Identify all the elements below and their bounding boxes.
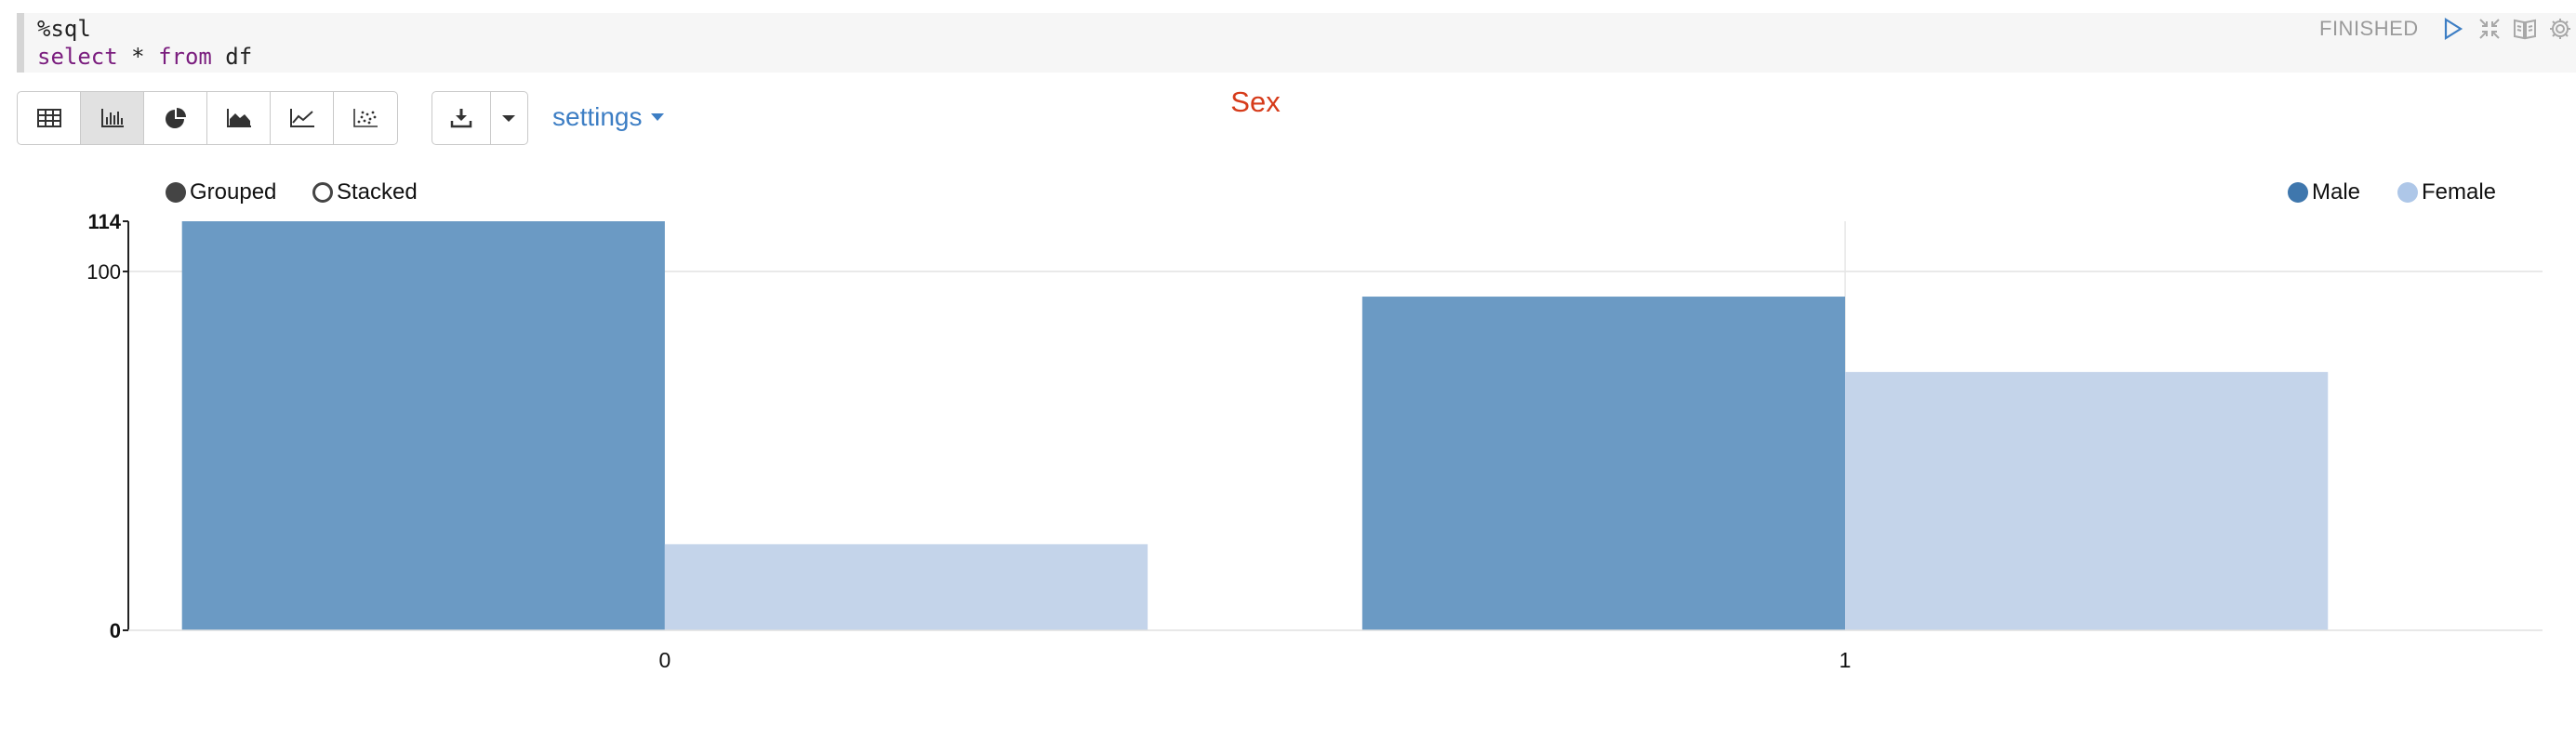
bar-male-0: [181, 221, 665, 630]
legend-swatch-female: [2397, 182, 2418, 203]
settings-label: settings: [552, 102, 643, 131]
download-icon[interactable]: [432, 92, 491, 144]
pie-chart-icon[interactable]: [144, 92, 207, 144]
legend-label-female: Female: [2422, 179, 2497, 205]
x-tick-label: 1: [1839, 648, 1852, 672]
stacked-radio[interactable]: Stacked: [312, 179, 418, 205]
paragraph-status: FINISHED: [2319, 17, 2419, 40]
legend-swatch-male: [2288, 182, 2308, 203]
bar-female-0: [664, 544, 1149, 630]
visualization-toolbar: [17, 91, 398, 145]
line-chart-icon[interactable]: [271, 92, 334, 144]
table-icon[interactable]: [18, 92, 81, 144]
legend-item-female[interactable]: Female: [2397, 179, 2496, 205]
code-editor[interactable]: %sql select * from df: [17, 13, 2576, 73]
book-icon[interactable]: [2511, 15, 2539, 43]
chart-title: Sex: [1230, 86, 1281, 118]
stacked-label: Stacked: [337, 179, 418, 205]
area-chart-icon[interactable]: [207, 92, 271, 144]
run-icon[interactable]: [2438, 15, 2466, 43]
y-tick-label: 114: [88, 210, 122, 233]
code-line-query: select * from df: [37, 43, 252, 71]
scatter-chart-icon[interactable]: [334, 92, 397, 144]
sql-star: *: [117, 44, 159, 70]
gear-icon[interactable]: [2546, 15, 2574, 43]
bar-male-1: [1361, 297, 1846, 630]
x-tick-label: 0: [658, 648, 671, 672]
sql-keyword-from: from: [158, 44, 212, 70]
caret-down-icon[interactable]: [491, 92, 527, 144]
bar-chart-icon[interactable]: [81, 92, 144, 144]
bar-female-1: [1845, 372, 2329, 630]
sql-keyword-select: select: [37, 44, 118, 70]
code-line-magic: %sql: [37, 16, 91, 42]
collapse-icon[interactable]: [2476, 15, 2503, 43]
y-tick-label: 0: [110, 619, 121, 642]
radio-unselected-icon: [312, 182, 333, 203]
legend-item-male[interactable]: Male: [2288, 179, 2360, 205]
sql-table-name: df: [211, 44, 253, 70]
radio-selected-icon: [166, 182, 186, 203]
grouped-radio[interactable]: Grouped: [166, 179, 276, 205]
grouped-label: Grouped: [190, 179, 277, 205]
legend-label-male: Male: [2312, 179, 2361, 205]
download-group: [432, 91, 528, 145]
y-tick-label: 100: [86, 260, 121, 284]
caret-down-icon: [650, 113, 664, 121]
settings-dropdown[interactable]: settings: [552, 102, 667, 132]
